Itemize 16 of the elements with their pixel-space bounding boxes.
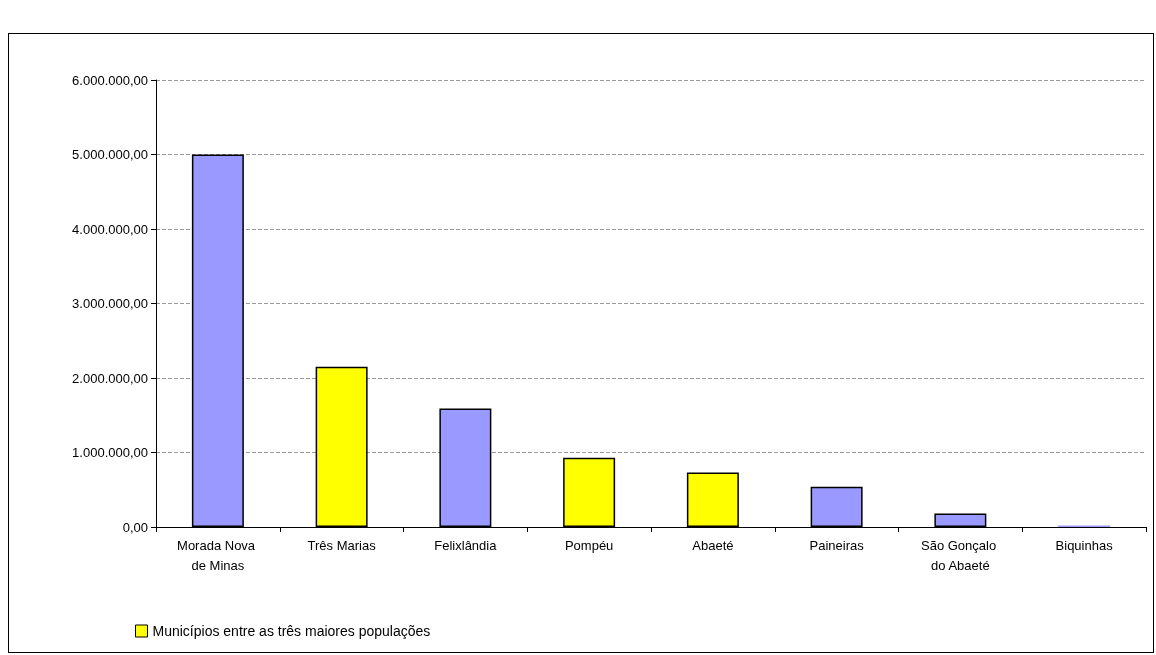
y-tick-label: 5.000.000,00 (72, 147, 148, 162)
y-tick-label: 0,00 (122, 519, 148, 535)
x-tick-label: Pompéu (564, 537, 614, 553)
x-tick-label: São Gonçalo do Abaeté (920, 537, 1000, 573)
legend-label: Municípios entre as três maiores populações (152, 623, 431, 639)
x-tick-label: Morada Nova de Minas (177, 537, 259, 573)
x-tick-label: Abaeté (692, 537, 734, 553)
x-tick-label: Três Marias (307, 537, 377, 553)
y-tick-label: 6.000.000,00 (72, 72, 148, 88)
y-tick-label: 3.000.000,00 (72, 296, 148, 311)
y-tick-label: 2.000.000,00 (72, 370, 148, 386)
x-tick-label: Paineiras (809, 537, 865, 553)
x-tick-label: Biquinhas (1055, 537, 1114, 553)
x-tick-label: Felixlândia (434, 537, 498, 553)
y-tick-label: 1.000.000,00 (72, 445, 148, 460)
y-tick-label: 4.000.000,00 (72, 221, 148, 237)
